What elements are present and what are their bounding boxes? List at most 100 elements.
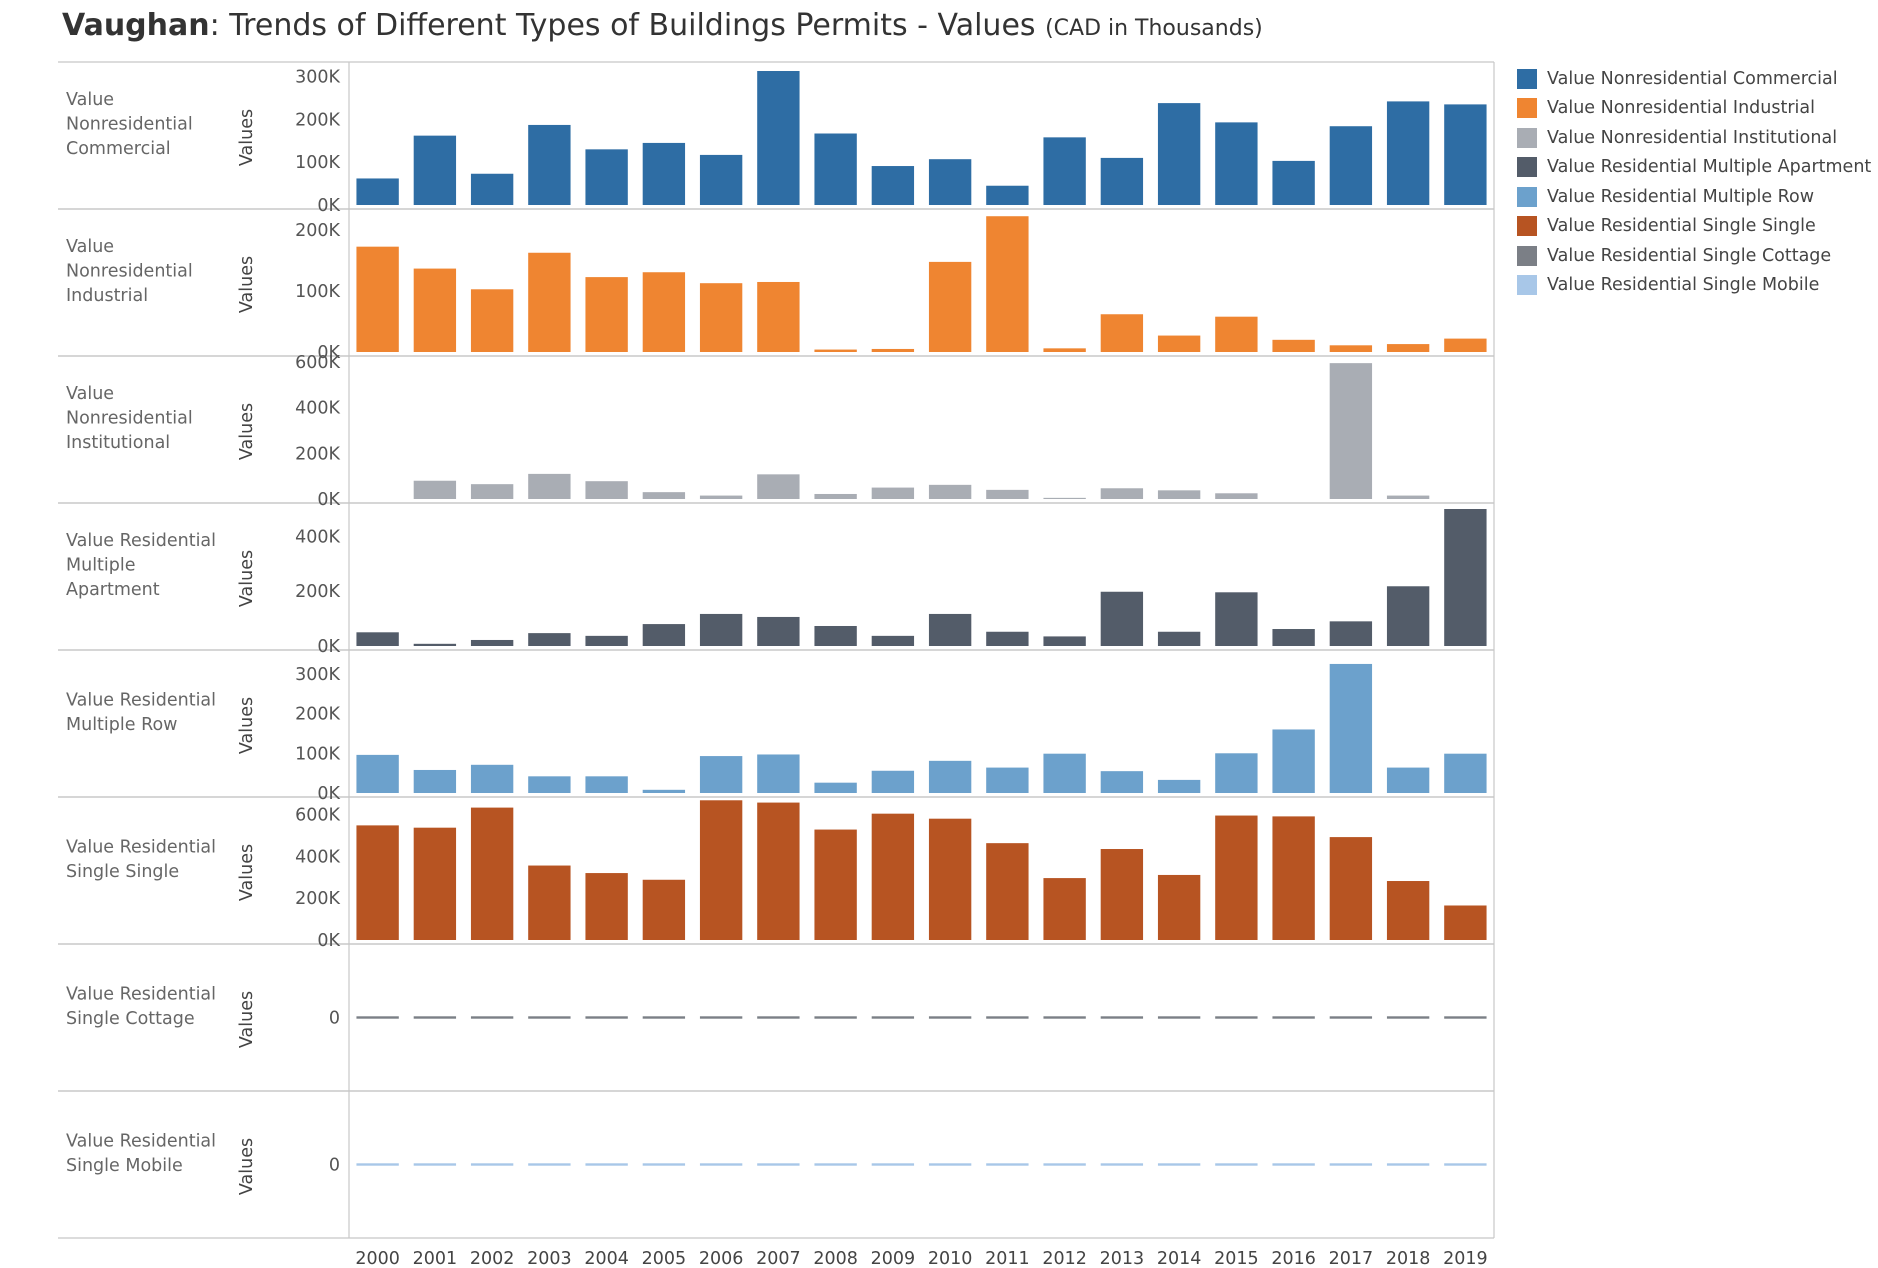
bar-value-residential-single-mobile-2012 [1043, 1163, 1086, 1166]
bar-value-nonresidential-institutional-2005 [642, 492, 686, 499]
bar-value-residential-multiple-row-2008 [814, 782, 857, 793]
chart-title: Vaughan: Trends of Different Types of Bu… [62, 8, 1263, 43]
legend-item-value-nonresidential-institutional[interactable]: Value Nonresidential Institutional [1517, 123, 1871, 153]
bar-value-residential-single-single-2019 [1444, 905, 1487, 940]
bar-value-residential-multiple-apartment-2003 [528, 633, 571, 646]
bar-value-residential-single-mobile-2008 [814, 1163, 857, 1166]
bar-value-residential-single-mobile-2013 [1100, 1163, 1144, 1166]
legend-label: Value Residential Multiple Apartment [1547, 157, 1872, 178]
bar-value-residential-multiple-row-2012 [1043, 753, 1086, 793]
row-label-value-nonresidential-institutional: Nonresidential [66, 409, 193, 429]
row-label-value-residential-single-mobile: Single Mobile [66, 1156, 183, 1176]
bar-value-residential-multiple-row-2013 [1100, 771, 1144, 793]
row-label-value-nonresidential-institutional: Institutional [66, 433, 170, 453]
legend-item-value-residential-multiple-apartment[interactable]: Value Residential Multiple Apartment [1517, 153, 1871, 183]
bar-value-residential-multiple-apartment-2001 [413, 643, 457, 646]
bar-value-residential-single-cottage-2018 [1386, 1016, 1430, 1019]
bar-value-residential-single-mobile-2002 [470, 1163, 514, 1166]
bar-value-nonresidential-commercial-2015 [1215, 122, 1258, 205]
row-label-value-residential-multiple-row: Multiple Row [66, 715, 177, 735]
row-label-value-nonresidential-industrial: Nonresidential [66, 262, 193, 282]
bar-value-nonresidential-commercial-2011 [986, 185, 1029, 205]
bar-value-residential-multiple-apartment-2013 [1100, 591, 1144, 646]
bar-value-nonresidential-commercial-2017 [1329, 126, 1373, 205]
y-tick-label-value-nonresidential-industrial: 200K [295, 221, 340, 241]
x-tick-label-2001: 2001 [413, 1249, 458, 1268]
x-tick-label-2010: 2010 [928, 1249, 973, 1268]
legend-item-value-nonresidential-commercial[interactable]: Value Nonresidential Commercial [1517, 64, 1871, 94]
bar-value-residential-single-cottage-2011 [986, 1016, 1029, 1019]
bar-value-residential-single-cottage-2005 [642, 1016, 686, 1019]
bar-value-nonresidential-commercial-2000 [356, 178, 399, 205]
bar-value-nonresidential-commercial-2007 [757, 70, 800, 205]
bar-value-residential-single-cottage-2009 [871, 1016, 915, 1019]
bar-value-residential-single-mobile-2000 [356, 1163, 399, 1166]
bar-value-nonresidential-institutional-2001 [413, 480, 457, 499]
bar-value-nonresidential-institutional-2002 [470, 484, 514, 499]
bar-value-residential-multiple-apartment-2002 [470, 639, 514, 646]
axis-title-value-residential-single-mobile: Values [237, 1138, 257, 1195]
bar-value-residential-multiple-row-2000 [356, 754, 399, 793]
bar-value-nonresidential-industrial-2009 [871, 348, 915, 352]
bar-value-residential-single-single-2009 [871, 813, 915, 940]
legend-label: Value Residential Single Single [1547, 216, 1816, 237]
row-label-value-residential-single-single: Single Single [66, 862, 179, 882]
x-tick-label-2005: 2005 [642, 1249, 687, 1268]
legend-label: Value Residential Single Cottage [1547, 245, 1832, 266]
chart-title-city: Vaughan [62, 8, 210, 43]
bar-value-residential-single-mobile-2003 [528, 1163, 571, 1166]
y-tick-label-value-residential-single-mobile: 0 [329, 1156, 340, 1176]
bar-value-residential-single-mobile-2001 [413, 1163, 457, 1166]
bar-value-nonresidential-industrial-2003 [528, 252, 571, 352]
bar-value-residential-single-cottage-2015 [1215, 1016, 1258, 1019]
bar-value-nonresidential-institutional-2009 [871, 487, 915, 499]
axis-title-value-nonresidential-commercial: Values [237, 109, 257, 166]
bar-value-nonresidential-industrial-2015 [1215, 316, 1258, 352]
axis-title-value-residential-single-single: Values [237, 844, 257, 901]
bar-value-residential-single-cottage-2019 [1444, 1016, 1487, 1019]
bar-value-residential-multiple-apartment-2005 [642, 624, 686, 646]
y-tick-label-value-residential-single-single: 0K [317, 931, 340, 951]
bar-value-nonresidential-institutional-2007 [757, 474, 800, 499]
bar-value-residential-multiple-apartment-2008 [814, 625, 857, 646]
bar-value-residential-single-single-2011 [986, 843, 1029, 940]
bar-value-nonresidential-institutional-2008 [814, 493, 857, 499]
bar-value-residential-single-single-2012 [1043, 878, 1086, 940]
bar-value-nonresidential-industrial-2001 [413, 268, 457, 352]
y-tick-label-value-nonresidential-commercial: 0K [317, 196, 340, 216]
bar-value-nonresidential-industrial-2016 [1272, 339, 1315, 352]
legend-item-value-residential-single-cottage[interactable]: Value Residential Single Cottage [1517, 241, 1871, 271]
legend-item-value-residential-single-mobile[interactable]: Value Residential Single Mobile [1517, 271, 1871, 301]
bar-value-residential-multiple-apartment-2009 [871, 635, 915, 646]
bar-value-nonresidential-industrial-2008 [814, 349, 857, 352]
bar-value-nonresidential-institutional-2013 [1100, 488, 1144, 499]
row-label-value-residential-multiple-apartment: Apartment [66, 580, 160, 600]
bar-value-nonresidential-industrial-2017 [1329, 345, 1373, 352]
y-tick-label-value-residential-multiple-row: 300K [295, 665, 340, 685]
x-tick-label-2006: 2006 [699, 1249, 744, 1268]
bar-value-residential-single-cottage-2013 [1100, 1016, 1144, 1019]
legend-item-value-residential-single-single[interactable]: Value Residential Single Single [1517, 212, 1871, 242]
bar-value-nonresidential-commercial-2006 [699, 154, 743, 205]
legend-item-value-nonresidential-industrial[interactable]: Value Nonresidential Industrial [1517, 94, 1871, 124]
bar-value-residential-single-single-2013 [1100, 849, 1144, 940]
bar-value-residential-single-mobile-2019 [1444, 1163, 1487, 1166]
bar-value-nonresidential-industrial-2014 [1157, 335, 1201, 352]
bar-value-nonresidential-institutional-2012 [1043, 497, 1086, 499]
bar-value-residential-single-cottage-2002 [470, 1016, 514, 1019]
bar-value-residential-single-cottage-2008 [814, 1016, 857, 1019]
bar-value-residential-multiple-row-2009 [871, 770, 915, 793]
bar-value-nonresidential-institutional-2017 [1329, 363, 1373, 499]
bar-value-nonresidential-commercial-2018 [1386, 101, 1430, 205]
x-tick-label-2012: 2012 [1042, 1249, 1087, 1268]
bar-value-nonresidential-commercial-2012 [1043, 137, 1086, 205]
x-tick-label-2015: 2015 [1214, 1249, 1259, 1268]
bar-value-nonresidential-industrial-2007 [757, 281, 800, 352]
bar-value-residential-single-mobile-2014 [1157, 1163, 1201, 1166]
bar-value-nonresidential-commercial-2016 [1272, 160, 1315, 205]
legend-item-value-residential-multiple-row[interactable]: Value Residential Multiple Row [1517, 182, 1871, 212]
row-label-value-nonresidential-institutional: Value [66, 384, 114, 404]
bar-value-residential-single-single-2010 [928, 818, 972, 940]
row-label-value-residential-single-single: Value Residential [66, 837, 216, 857]
bar-value-residential-single-single-2016 [1272, 816, 1315, 940]
